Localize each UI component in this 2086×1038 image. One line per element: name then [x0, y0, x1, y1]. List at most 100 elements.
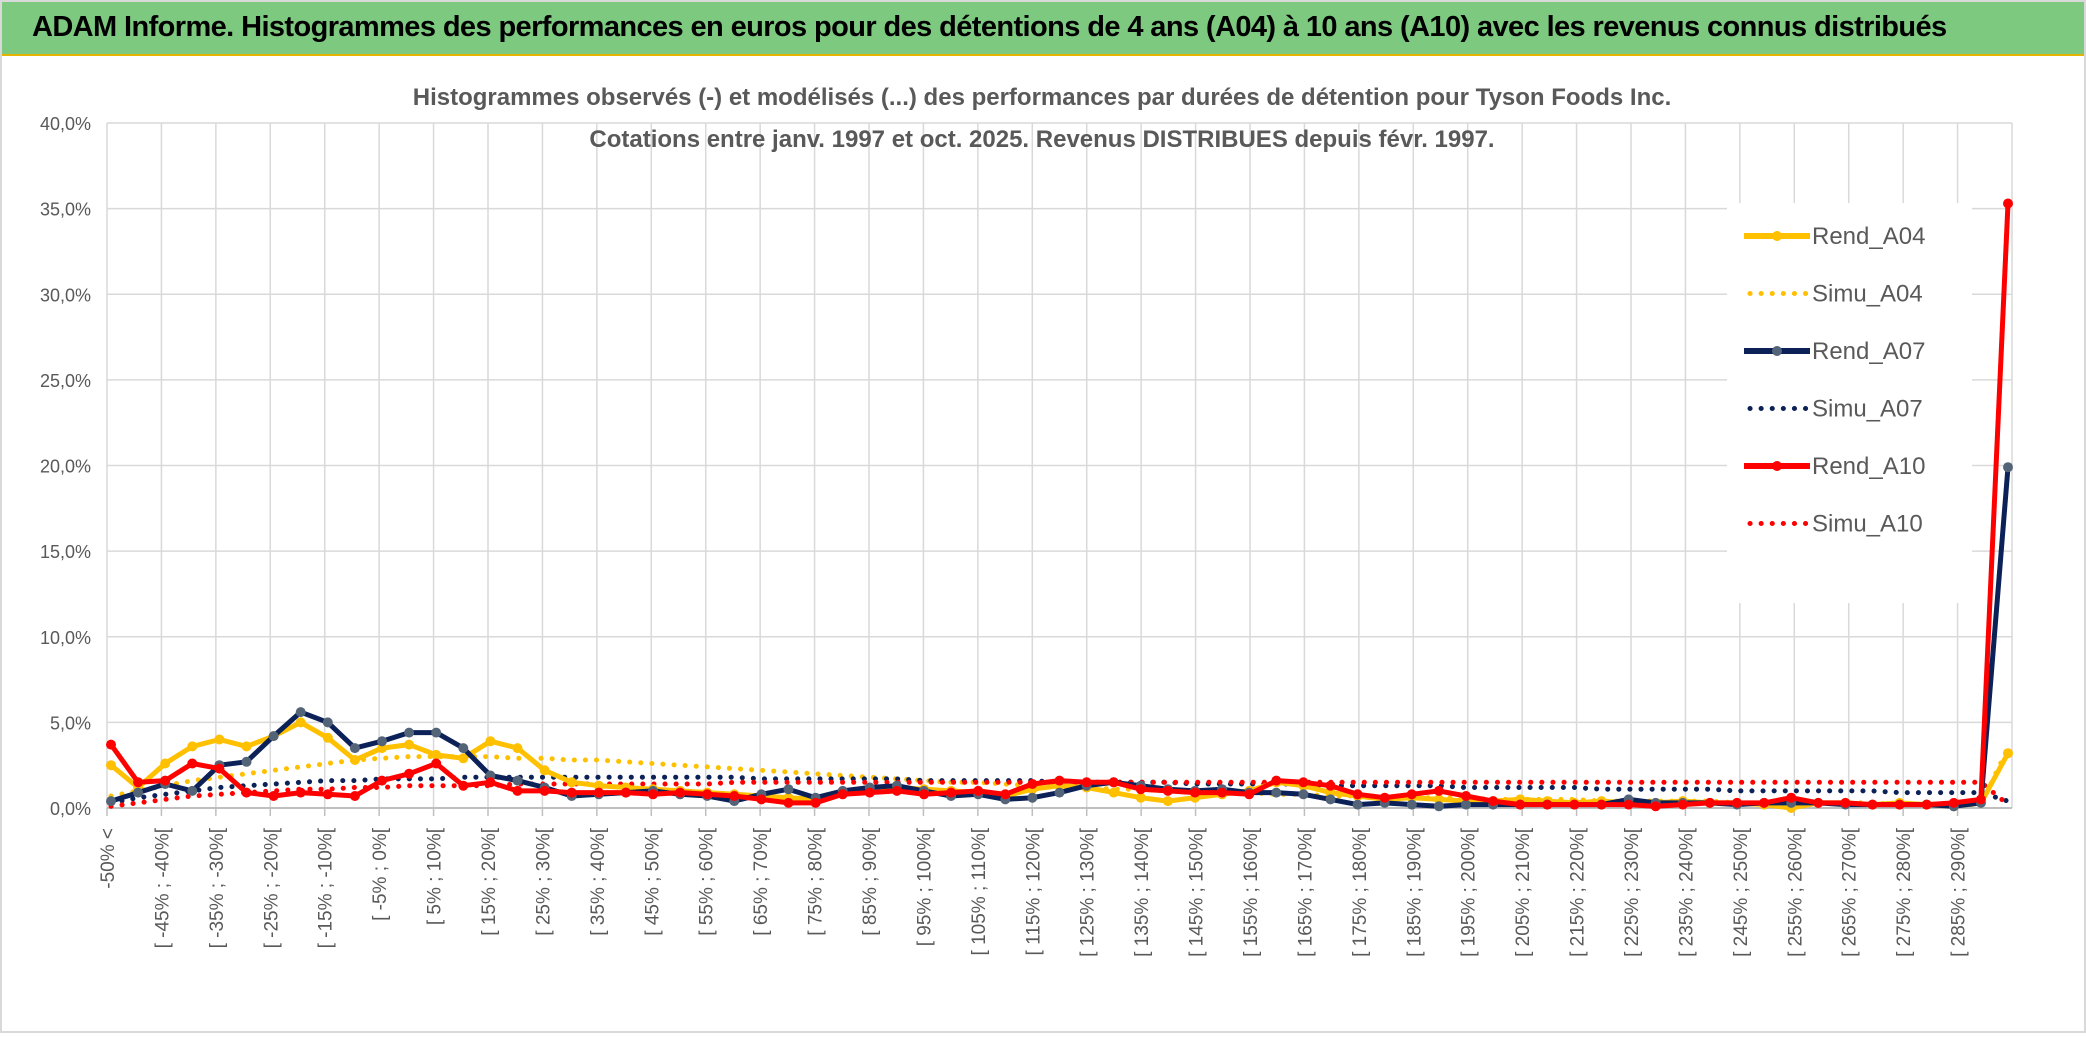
data-point	[1135, 784, 1146, 795]
data-point	[106, 739, 116, 750]
data-point	[404, 768, 415, 779]
data-point	[1623, 799, 1634, 810]
y-tick-label: 10,0%	[40, 628, 91, 648]
legend-label: Simu_A04	[1812, 281, 1923, 308]
data-point	[919, 789, 929, 800]
data-point	[512, 785, 523, 796]
x-tick-label: [ 125% ; 130%[	[1078, 827, 1099, 957]
data-point	[1948, 797, 1959, 808]
data-point	[675, 787, 686, 798]
data-point	[349, 755, 360, 765]
data-point	[810, 797, 821, 808]
data-point	[1325, 780, 1336, 791]
data-point	[1108, 787, 1119, 798]
data-point	[458, 753, 469, 764]
data-point	[187, 758, 198, 769]
x-tick-label: [ 145% ; 150%[	[1187, 827, 1208, 957]
data-point	[1162, 796, 1173, 807]
grid-lines	[106, 122, 2013, 816]
legend-swatch-marker	[1772, 346, 1782, 356]
legend-label: Rend_A10	[1812, 453, 1925, 480]
legend: Rend_A04 Simu_A04 Rend_A07 Simu_A07 Rend_A10…	[1727, 203, 1972, 603]
x-tick-label: [ 205% ; 210%[	[1513, 827, 1534, 957]
legend-background	[1727, 203, 1972, 603]
x-tick-label: [ 105% ; 110%[	[969, 827, 990, 955]
data-point	[241, 787, 252, 798]
data-point	[295, 787, 306, 798]
data-point	[729, 791, 740, 801]
data-point	[268, 791, 279, 801]
data-point	[783, 797, 794, 808]
chart-title-block: Histogrammes observés (-) et modélisés (…	[413, 84, 1672, 153]
data-point	[295, 717, 306, 728]
data-point	[377, 743, 387, 754]
data-point	[241, 756, 252, 767]
data-point	[322, 789, 333, 800]
data-point	[377, 775, 387, 786]
y-tick-label: 35,0%	[40, 200, 91, 220]
data-point	[1921, 799, 1932, 810]
data-point	[458, 780, 469, 791]
x-tick-label: [ 255% ; 260%[	[1785, 827, 1806, 957]
data-point	[512, 775, 523, 786]
x-tick-label: [ 55% ; 60%[	[697, 827, 718, 935]
series-lines	[106, 198, 2013, 813]
data-point	[404, 739, 415, 750]
data-point	[187, 785, 198, 796]
data-point	[322, 717, 333, 728]
x-tick-label: [ 285% ; 290%[	[1949, 827, 1970, 957]
data-point	[891, 785, 902, 796]
data-point	[1352, 799, 1363, 810]
chart-area: 0,0% 5,0% 10,0% 15,0% 20,0% 25,0% 30,0% 35,0% 40…	[2, 58, 2084, 1033]
y-tick-label: 40,0%	[40, 114, 91, 134]
data-point	[620, 787, 631, 798]
x-tick-label: [ 175% ; 180%[	[1350, 827, 1371, 957]
x-axis-ticks: -50% < [ -45% ; -40%[[ -35% ; -30%[[ -25%…	[98, 827, 1970, 957]
x-tick-label: [ -25% ; -20%[	[261, 827, 282, 948]
data-point	[160, 758, 171, 769]
data-point	[539, 785, 550, 796]
legend-label: Simu_A07	[1812, 396, 1923, 423]
data-point	[1542, 799, 1553, 810]
data-point	[485, 777, 496, 788]
x-tick-label: [ 165% ; 170%[	[1295, 827, 1316, 957]
chart-title: Histogrammes observés (-) et modélisés (…	[413, 84, 1672, 111]
legend-swatch-marker	[1772, 231, 1782, 241]
data-point	[295, 707, 306, 718]
banner-title: ADAM Informe. Histogrammes des performan…	[32, 11, 1947, 43]
data-point	[1704, 797, 1715, 808]
data-point	[431, 758, 442, 769]
y-tick-label: 0,0%	[50, 799, 91, 819]
x-tick-label: [ 15% ; 20%[	[479, 827, 500, 935]
data-point	[756, 794, 767, 805]
chart-subtitle: Cotations entre janv. 1997 et oct. 2025.…	[589, 126, 1494, 153]
data-point	[1108, 777, 1119, 788]
data-point	[1271, 787, 1282, 798]
x-tick-label: [ 185% ; 190%[	[1404, 827, 1425, 957]
data-point	[106, 760, 116, 771]
x-tick-label: [ 5% ; 10%[	[425, 827, 446, 925]
data-point	[349, 743, 360, 754]
x-tick-label: [ 215% ; 220%[	[1568, 827, 1589, 957]
data-point	[1081, 777, 1092, 788]
y-tick-label: 5,0%	[50, 713, 91, 733]
x-tick-label: [ 35% ; 40%[	[588, 827, 609, 935]
x-tick-label: [ -5% ; 0%[	[370, 827, 391, 921]
data-point	[1759, 797, 1770, 808]
x-tick-label: [ 275% ; 280%[	[1894, 827, 1915, 957]
data-point	[1000, 789, 1011, 800]
performance-histogram-chart: 0,0% 5,0% 10,0% 15,0% 20,0% 25,0% 30,0% 35,0% 40…	[40, 84, 2013, 957]
x-tick-label: [ 155% ; 160%[	[1241, 827, 1262, 957]
data-point	[214, 763, 225, 774]
y-tick-label: 20,0%	[40, 457, 91, 477]
data-point	[431, 749, 442, 760]
legend-item-simu-a10: Simu_A10	[1747, 511, 1923, 538]
data-point	[187, 741, 198, 752]
data-point	[106, 796, 116, 807]
legend-label: Simu_A10	[1812, 511, 1923, 538]
data-point	[566, 787, 577, 798]
data-point	[322, 732, 333, 743]
data-point	[973, 785, 984, 796]
data-point	[241, 741, 252, 752]
data-point	[1298, 777, 1309, 788]
